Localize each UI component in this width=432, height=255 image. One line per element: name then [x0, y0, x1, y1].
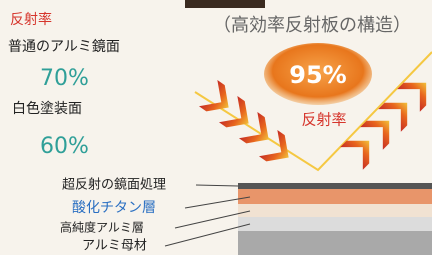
layer-titanium	[238, 189, 432, 204]
layer-label: 高純度アルミ層	[60, 220, 144, 235]
item-value: 60%	[40, 134, 89, 159]
diagram-title: （高効率反射板の構造）	[213, 15, 411, 36]
layer-label: 酸化チタン層	[72, 200, 156, 216]
layer-surface	[238, 183, 432, 189]
layer-base-top	[238, 217, 432, 231]
leader-line	[196, 185, 238, 186]
item-label: 白色塗装面	[12, 100, 82, 117]
item-value: 70%	[40, 66, 89, 91]
layer-base	[238, 231, 432, 255]
layers-heading: 超反射の鏡面処理	[62, 177, 166, 193]
layer-label: アルミ母材	[82, 239, 147, 254]
chevron	[340, 129, 380, 169]
reflectance-heading: 反射率	[10, 11, 52, 28]
diagram-value-label: 反射率	[301, 111, 346, 129]
top-band	[185, 0, 265, 8]
item-label: 普通のアルミ鏡面	[8, 39, 120, 55]
diagram-value: 95%	[289, 61, 346, 89]
layer-pure-aluminium	[238, 204, 432, 217]
infographic: 反射率 普通のアルミ鏡面 70% 白色塗装面 60% （高効率反射板の構造） 9…	[0, 0, 432, 255]
